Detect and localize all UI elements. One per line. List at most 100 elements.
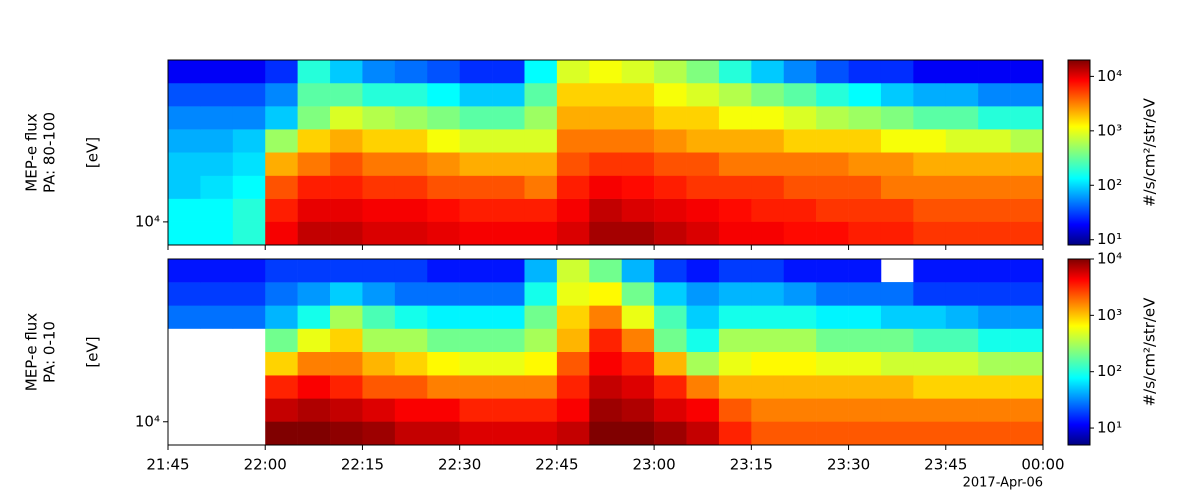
- spectrogram-cell: [686, 328, 720, 353]
- x-tick-label: 22:30: [438, 456, 481, 474]
- spectrogram-cell: [913, 152, 947, 176]
- spectrogram-cell: [751, 221, 785, 246]
- spectrogram-cell: [654, 175, 687, 199]
- spectrogram-cell: [686, 282, 720, 306]
- spectrogram-cell: [459, 198, 493, 222]
- spectrogram-cell: [945, 282, 979, 306]
- spectrogram-cell: [459, 282, 493, 306]
- colorbar-tick-label: 10³: [1097, 121, 1122, 139]
- spectrogram-cell: [330, 106, 363, 130]
- spectrogram-cell: [621, 375, 655, 399]
- spectrogram-cell: [686, 421, 720, 446]
- spectrogram-cell: [330, 351, 363, 376]
- colorbar-tick-label: 10²: [1097, 176, 1122, 194]
- spectrogram-cell: [945, 221, 979, 246]
- spectrogram-cell: [265, 198, 298, 222]
- spectrogram-cell: [232, 305, 266, 329]
- spectrogram-cell: [751, 82, 785, 107]
- spectrogram-cell: [589, 82, 623, 107]
- spectrogram-cell: [265, 375, 298, 399]
- spectrogram-cell: [621, 82, 655, 107]
- spectrogram-cell: [816, 152, 849, 176]
- spectrogram-cell: [880, 221, 914, 246]
- spectrogram-cell: [524, 328, 558, 353]
- spectrogram-cell: [427, 198, 460, 222]
- spectrogram-cell: [200, 221, 234, 246]
- spectrogram-cell: [654, 259, 687, 283]
- spectrogram-cell: [297, 221, 331, 246]
- spectrogram-cell: [718, 82, 752, 107]
- spectrogram-cell: [200, 198, 234, 222]
- spectrogram-cell: [848, 305, 882, 329]
- spectrogram-cell: [945, 198, 979, 222]
- y-label: MEP-e flux: [23, 313, 41, 391]
- spectrogram-cell: [232, 259, 266, 283]
- spectrogram-cell: [654, 328, 687, 353]
- spectrogram-cell: [524, 421, 558, 446]
- spectrogram-cell: [459, 129, 493, 153]
- spectrogram-cell: [686, 198, 720, 222]
- spectrogram-cell: [718, 351, 752, 376]
- spectrogram-cell: [168, 221, 201, 246]
- spectrogram-cell: [848, 152, 882, 176]
- spectrogram-cell: [556, 259, 590, 283]
- spectrogram-cell: [362, 328, 396, 353]
- spectrogram-cell: [783, 328, 817, 353]
- spectrogram-cell: [654, 82, 687, 107]
- spectrogram-cell: [394, 175, 428, 199]
- spectrogram-cell: [783, 175, 817, 199]
- spectrogram-cell: [686, 106, 720, 130]
- spectrogram-cell: [783, 351, 817, 376]
- spectrogram-cell: [297, 375, 331, 399]
- spectrogram-cell: [783, 106, 817, 130]
- spectrogram-cell: [394, 421, 428, 446]
- spectrogram-cell: [686, 129, 720, 153]
- spectrogram-cell: [330, 82, 363, 107]
- spectrogram-cell: [330, 328, 363, 353]
- spectrogram-cell: [427, 221, 460, 246]
- spectrogram-cell: [816, 60, 849, 84]
- spectrogram-cell: [297, 305, 331, 329]
- spectrogram-cell: [459, 398, 493, 422]
- spectrogram-cell: [297, 328, 331, 353]
- spectrogram-cell: [783, 421, 817, 446]
- spectrogram-cell: [200, 305, 234, 329]
- spectrogram-cell: [589, 106, 623, 130]
- spectrogram-cell: [394, 259, 428, 283]
- spectrogram-cell: [751, 175, 785, 199]
- spectrogram-cell: [492, 129, 525, 153]
- spectrogram-cell: [427, 282, 460, 306]
- spectrogram-cell: [1010, 328, 1044, 353]
- spectrogram-cell: [783, 282, 817, 306]
- spectrogram-cell: [718, 421, 752, 446]
- spectrogram-cell: [492, 60, 525, 84]
- spectrogram-cell: [394, 129, 428, 153]
- spectrogram-cell: [297, 106, 331, 130]
- spectrogram-cell: [232, 106, 266, 130]
- spectrogram-cell: [200, 106, 234, 130]
- spectrogram-cell: [524, 129, 558, 153]
- spectrogram-cell: [751, 351, 785, 376]
- spectrogram-cell: [524, 398, 558, 422]
- x-tick-label: 22:00: [244, 456, 287, 474]
- spectrogram-cell: [589, 152, 623, 176]
- spectrogram-cell: [1010, 221, 1044, 246]
- spectrogram-cell: [621, 398, 655, 422]
- spectrogram-cell: [945, 82, 979, 107]
- spectrogram-cell: [913, 328, 947, 353]
- spectrogram-cell: [686, 60, 720, 84]
- x-tick-label: 23:30: [827, 456, 870, 474]
- spectrogram-cell: [589, 375, 623, 399]
- date-label: 2017-Apr-06: [963, 476, 1043, 491]
- spectrogram-cell: [297, 82, 331, 107]
- spectrogram-cell: [816, 375, 849, 399]
- spectrogram-cell: [945, 175, 979, 199]
- spectrogram-cell: [718, 198, 752, 222]
- spectrogram-cell: [200, 129, 234, 153]
- spectrogram-cell: [880, 328, 914, 353]
- spectrogram-cell: [654, 421, 687, 446]
- x-tick-label: 22:45: [535, 456, 578, 474]
- spectrogram-cell: [621, 198, 655, 222]
- spectrogram-cell: [297, 421, 331, 446]
- spectrogram-cell: [880, 129, 914, 153]
